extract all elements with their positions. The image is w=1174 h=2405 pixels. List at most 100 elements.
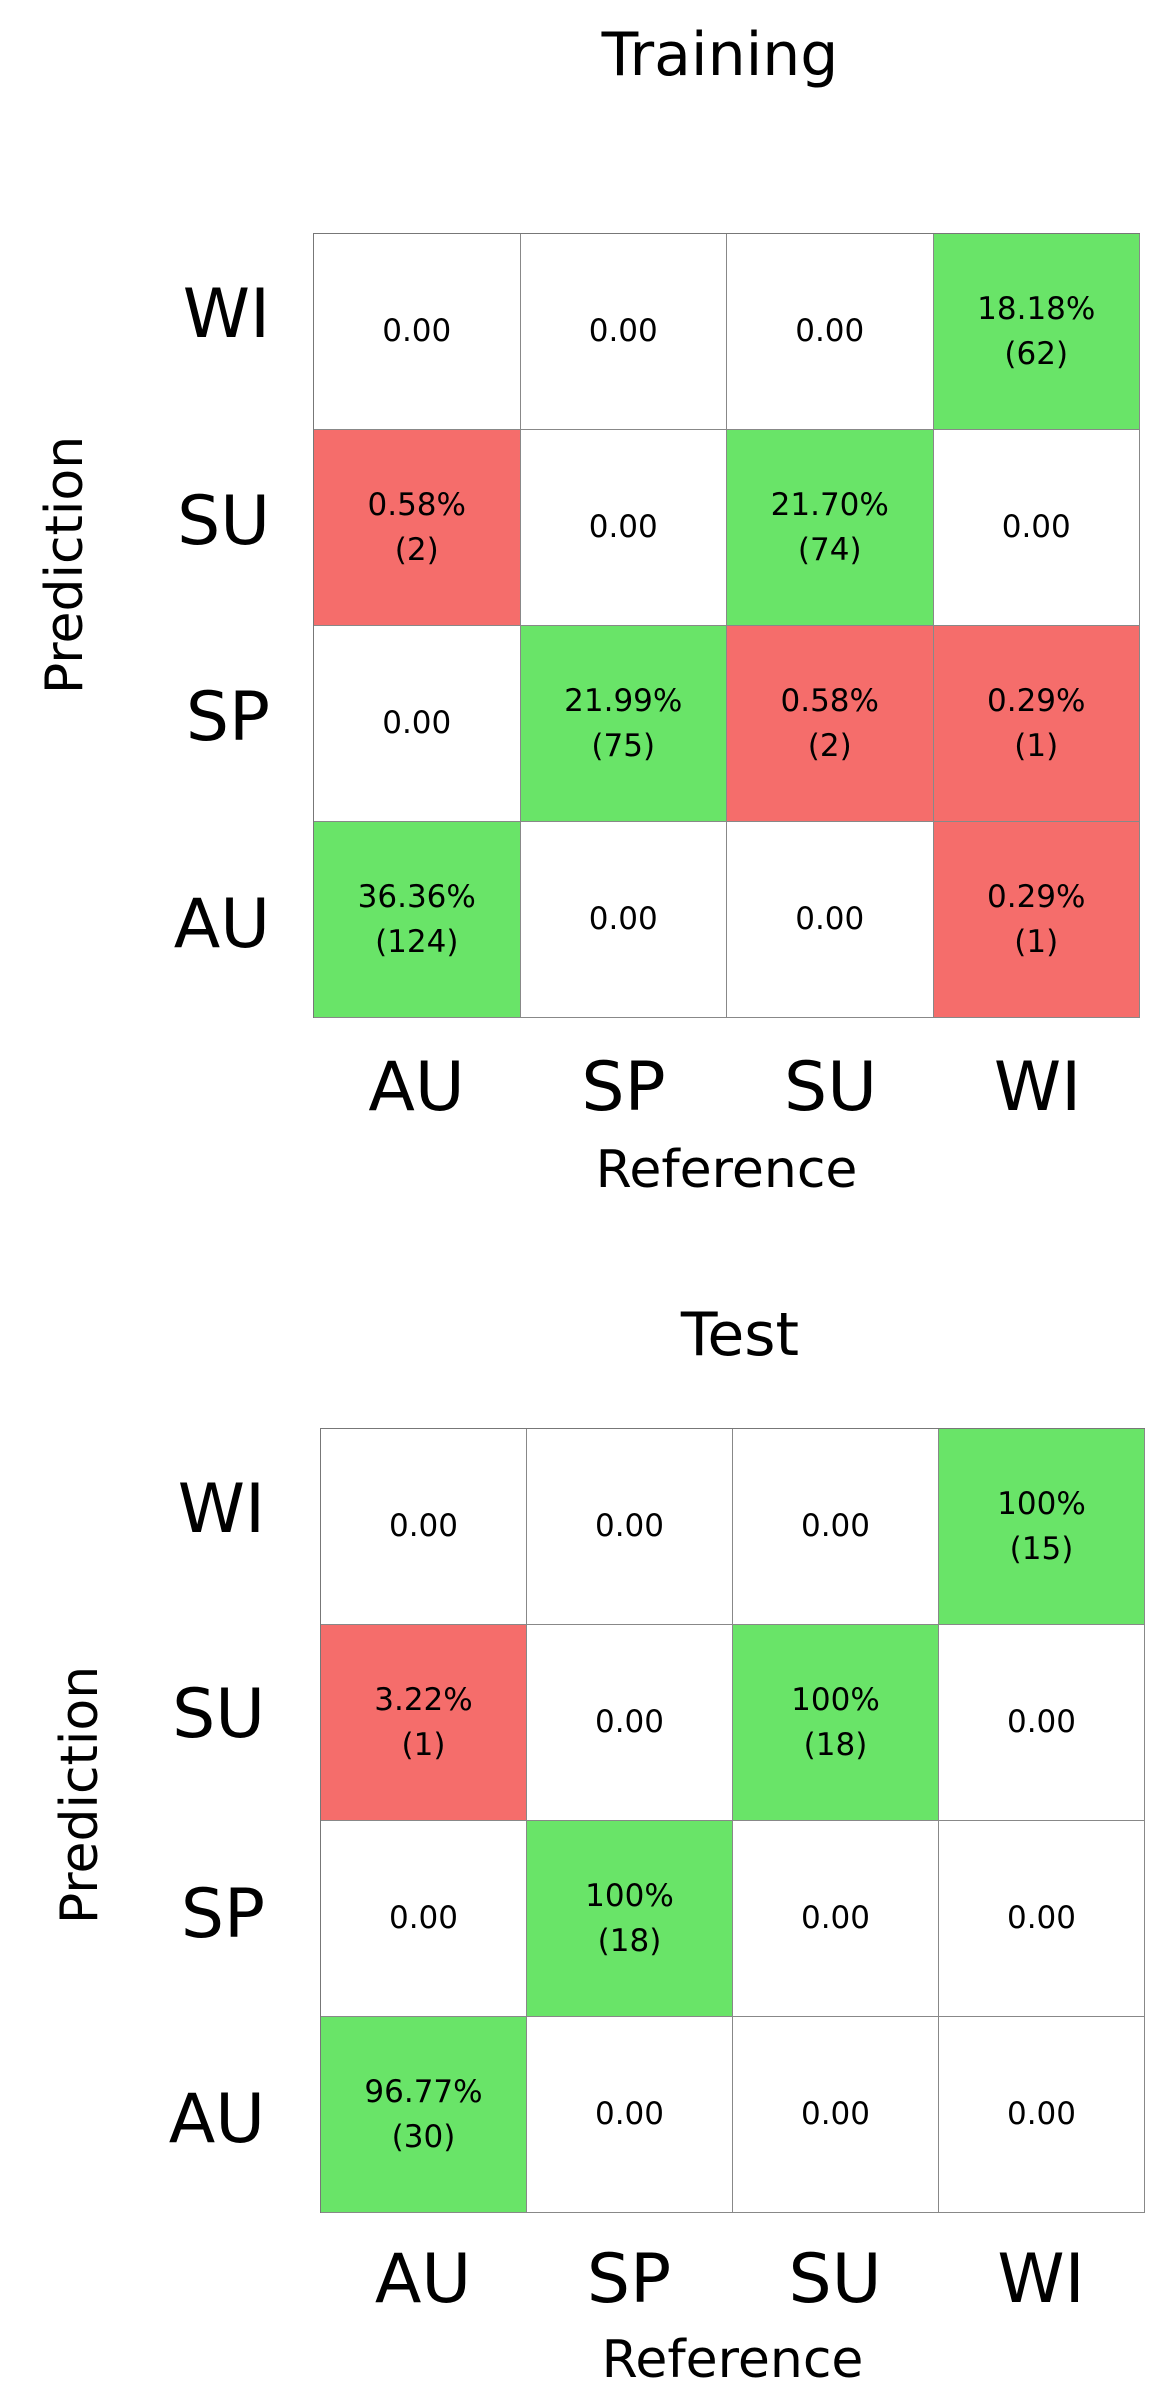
cell-percent: 0.29% (987, 682, 1086, 719)
training-cell-r2-c1: 21.99% (75) (520, 626, 727, 822)
test-y-axis-label: Prediction (50, 1665, 110, 1925)
training-cell-r1-c2: 21.70% (74) (727, 430, 934, 626)
test-cell-r3-c0: 96.77% (30) (321, 2017, 527, 2213)
cell-count: (1) (1014, 923, 1059, 960)
cell-percent: 0.00 (388, 1508, 459, 1545)
training-col-label-0: AU (368, 1048, 465, 1127)
test-cell-r2-c3: 0.00 (939, 1821, 1145, 2017)
test-cell-r3-c2: 0.00 (733, 2017, 939, 2213)
test-cell-r3-c3: 0.00 (939, 2017, 1145, 2213)
test-cell-r1-c3: 0.00 (939, 1625, 1145, 1821)
cell-count: (2) (394, 531, 439, 568)
training-cell-r1-c1: 0.00 (520, 430, 727, 626)
cell-percent: 0.00 (382, 705, 452, 742)
training-matrix: 0.00 0.00 0.00 18.18% (62) 0.58% (2) 0.00 21.70%… (313, 233, 1140, 1018)
cell-percent: 0.00 (800, 2096, 871, 2133)
training-y-axis-label: Prediction (35, 435, 95, 695)
training-cell-r3-c2: 0.00 (727, 822, 934, 1018)
training-title: Training (601, 20, 839, 90)
cell-count: (18) (803, 1726, 868, 1763)
test-col-label-1: SP (586, 2240, 672, 2319)
cell-percent: 0.00 (800, 1508, 871, 1545)
cell-percent: 0.29% (987, 878, 1086, 915)
test-cell-r0-c2: 0.00 (733, 1429, 939, 1625)
cell-percent: 0.00 (388, 1900, 459, 1937)
test-row-label-2: SP (180, 1875, 265, 1954)
training-cell-r2-c3: 0.29% (1) (933, 626, 1140, 822)
cell-percent: 0.00 (795, 901, 865, 938)
cell-count: (124) (375, 923, 459, 960)
cell-percent: 100% (585, 1877, 674, 1914)
cell-percent: 3.22% (374, 1681, 473, 1718)
cell-count: (2) (807, 727, 852, 764)
test-cell-r0-c1: 0.00 (527, 1429, 733, 1625)
training-cell-r3-c3: 0.29% (1) (933, 822, 1140, 1018)
training-cell-r1-c3: 0.00 (933, 430, 1140, 626)
training-cell-r1-c0: 0.58% (2) (314, 430, 521, 626)
test-cell-r2-c0: 0.00 (321, 1821, 527, 2017)
cell-percent: 0.00 (800, 1900, 871, 1937)
cell-percent: 21.70% (770, 486, 889, 523)
cell-count: (75) (591, 727, 656, 764)
test-cell-r3-c1: 0.00 (527, 2017, 733, 2213)
cell-percent: 0.00 (382, 313, 452, 350)
test-col-label-0: AU (374, 2240, 472, 2319)
test-title: Test (680, 1300, 800, 1370)
test-cell-r1-c2: 100% (18) (733, 1625, 939, 1821)
training-col-label-2: SU (784, 1048, 877, 1127)
cell-percent: 0.00 (795, 313, 865, 350)
cell-percent: 100% (791, 1681, 880, 1718)
test-matrix: 0.00 0.00 0.00 100% (15) 3.22% (1) 0.00 100% (18)… (320, 1428, 1145, 2213)
cell-percent: 36.36% (357, 878, 476, 915)
test-cell-r1-c1: 0.00 (527, 1625, 733, 1821)
cell-percent: 0.00 (1006, 1704, 1077, 1741)
training-cell-r0-c1: 0.00 (520, 234, 727, 430)
test-row-label-0: WI (177, 1470, 265, 1549)
cell-percent: 18.18% (977, 290, 1096, 327)
training-cell-r0-c3: 18.18% (62) (933, 234, 1140, 430)
cell-count: (15) (1009, 1530, 1074, 1567)
cell-percent: 0.00 (594, 1704, 665, 1741)
cell-percent: 0.00 (594, 2096, 665, 2133)
test-col-label-2: SU (788, 2240, 882, 2319)
training-row-label-0: WI (182, 275, 270, 354)
training-col-label-1: SP (581, 1048, 666, 1127)
test-cell-r2-c2: 0.00 (733, 1821, 939, 2017)
cell-percent: 0.00 (1006, 1900, 1077, 1937)
training-cell-r2-c2: 0.58% (2) (727, 626, 934, 822)
cell-count: (1) (401, 1726, 446, 1763)
cell-percent: 0.58% (367, 486, 466, 523)
cell-percent: 0.00 (588, 901, 658, 938)
cell-count: (62) (1004, 335, 1069, 372)
training-chart: Training Prediction WI SU SP AU 0.00 0.00… (35, 20, 1140, 1200)
cell-percent: 0.00 (588, 313, 658, 350)
cell-percent: 0.00 (588, 509, 658, 546)
test-cell-r2-c1: 100% (18) (527, 1821, 733, 2017)
test-cell-r0-c0: 0.00 (321, 1429, 527, 1625)
test-row-label-3: AU (168, 2080, 265, 2159)
cell-percent: 0.00 (1001, 509, 1071, 546)
cell-percent: 100% (997, 1485, 1086, 1522)
training-row-label-1: SU (177, 482, 270, 561)
cell-percent: 0.58% (780, 682, 879, 719)
test-row-label-1: SU (172, 1675, 265, 1754)
test-cell-r0-c3: 100% (15) (939, 1429, 1145, 1625)
training-row-label-2: SP (185, 678, 270, 757)
cell-count: (1) (1014, 727, 1059, 764)
cell-count: (74) (797, 531, 862, 568)
training-x-axis-label: Reference (595, 1140, 858, 1200)
test-col-label-3: WI (997, 2240, 1085, 2319)
cell-count: (30) (391, 2118, 456, 2155)
training-row-label-3: AU (173, 885, 270, 964)
training-cell-r3-c1: 0.00 (520, 822, 727, 1018)
cell-percent: 96.77% (364, 2073, 483, 2110)
training-cell-r2-c0: 0.00 (314, 626, 521, 822)
test-chart: Test Prediction WI SU SP AU 0.00 0.00 0.00… (0, 1280, 1174, 2405)
training-col-label-3: WI (993, 1048, 1082, 1127)
training-cell-r3-c0: 36.36% (124) (314, 822, 521, 1018)
training-cell-r0-c2: 0.00 (727, 234, 934, 430)
cell-percent: 0.00 (1006, 2096, 1077, 2133)
test-cell-r1-c0: 3.22% (1) (321, 1625, 527, 1821)
training-cell-r0-c0: 0.00 (314, 234, 521, 430)
cell-percent: 21.99% (564, 682, 683, 719)
